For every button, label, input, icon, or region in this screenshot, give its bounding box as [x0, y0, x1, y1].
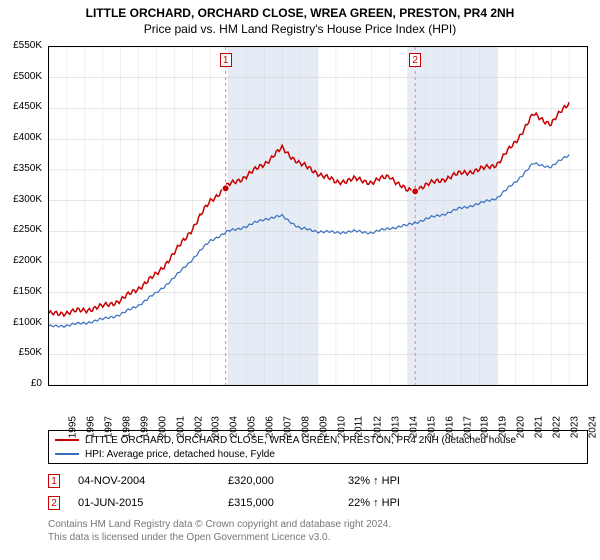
- chart-title: LITTLE ORCHARD, ORCHARD CLOSE, WREA GREE…: [0, 0, 600, 20]
- sale-date: 04-NOV-2004: [78, 475, 228, 487]
- y-tick-label: £500K: [13, 72, 42, 82]
- legend-label: HPI: Average price, detached house, Fyld…: [85, 449, 275, 460]
- sale-price: £315,000: [228, 497, 348, 509]
- legend-swatch: [55, 453, 79, 455]
- y-tick-label: £350K: [13, 164, 42, 174]
- y-tick-label: £550K: [13, 41, 42, 51]
- chart-marker-label: 1: [220, 53, 232, 67]
- attribution-line: Contains HM Land Registry data © Crown c…: [48, 518, 588, 531]
- y-tick-label: £450K: [13, 102, 42, 112]
- legend-swatch: [55, 439, 79, 441]
- attribution: Contains HM Land Registry data © Crown c…: [48, 518, 588, 544]
- y-tick-label: £100K: [13, 318, 42, 328]
- y-tick-label: £250K: [13, 225, 42, 235]
- sale-date: 01-JUN-2015: [78, 497, 228, 509]
- sale-price: £320,000: [228, 475, 348, 487]
- legend-item: LITTLE ORCHARD, ORCHARD CLOSE, WREA GREE…: [55, 433, 581, 447]
- y-tick-label: £0: [31, 379, 42, 389]
- x-axis-labels: 1995199619971998199920002001200220032004…: [48, 388, 588, 436]
- y-tick-label: £300K: [13, 195, 42, 205]
- sale-marker-icon: 2: [48, 496, 60, 510]
- chart-marker-label: 2: [409, 53, 421, 67]
- y-tick-label: £400K: [13, 133, 42, 143]
- line-chart: 12: [48, 46, 588, 386]
- sale-delta: 22% ↑ HPI: [348, 497, 468, 509]
- y-tick-label: £150K: [13, 287, 42, 297]
- legend: LITTLE ORCHARD, ORCHARD CLOSE, WREA GREE…: [48, 430, 588, 464]
- attribution-line: This data is licensed under the Open Gov…: [48, 531, 588, 544]
- y-tick-label: £200K: [13, 256, 42, 266]
- chart-subtitle: Price paid vs. HM Land Registry's House …: [0, 20, 600, 36]
- sale-row: 2 01-JUN-2015 £315,000 22% ↑ HPI: [48, 492, 588, 514]
- legend-label: LITTLE ORCHARD, ORCHARD CLOSE, WREA GREE…: [85, 435, 516, 446]
- legend-item: HPI: Average price, detached house, Fyld…: [55, 447, 581, 461]
- sale-events: 1 04-NOV-2004 £320,000 32% ↑ HPI 2 01-JU…: [48, 470, 588, 514]
- y-tick-label: £50K: [19, 348, 42, 358]
- x-tick-label: 2024: [588, 416, 598, 438]
- sale-delta: 32% ↑ HPI: [348, 475, 468, 487]
- y-axis-labels: £0 £50K £100K £150K £200K £250K £300K £350K £400…: [0, 46, 46, 386]
- sale-row: 1 04-NOV-2004 £320,000 32% ↑ HPI: [48, 470, 588, 492]
- sale-marker-icon: 1: [48, 474, 60, 488]
